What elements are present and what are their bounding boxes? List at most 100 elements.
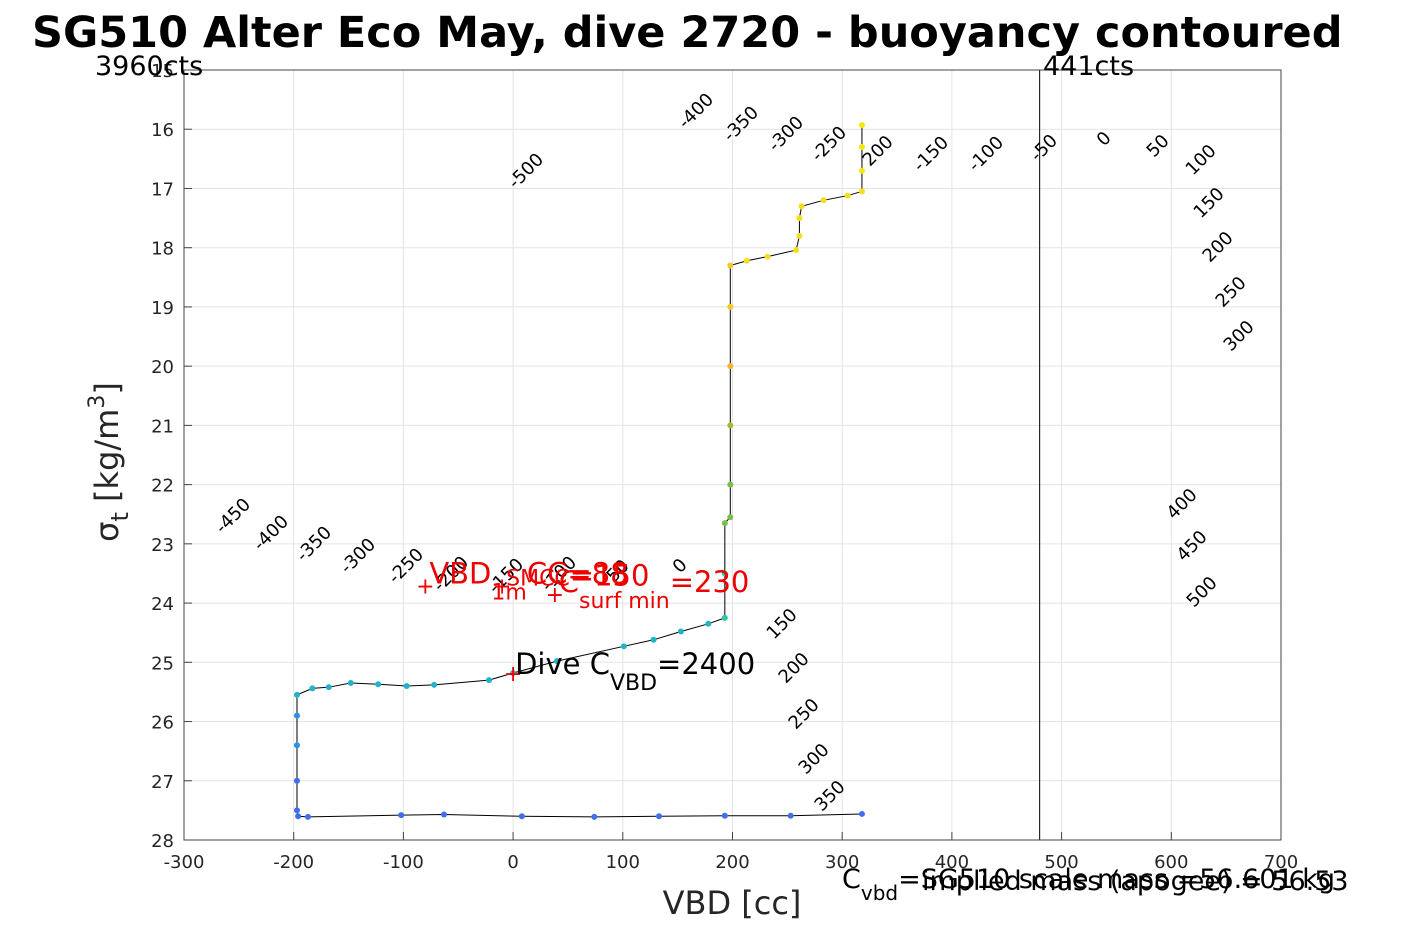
profile-point bbox=[325, 684, 332, 691]
profile-point bbox=[727, 363, 734, 370]
profile-point bbox=[510, 669, 517, 676]
x-tick-label: 700 bbox=[1264, 852, 1298, 873]
profile-point bbox=[787, 812, 794, 819]
y-tick-label: 22 bbox=[151, 476, 174, 497]
x-tick-label: 300 bbox=[825, 852, 859, 873]
profile-line bbox=[296, 125, 863, 818]
profile-point bbox=[375, 681, 382, 688]
profile-point bbox=[293, 777, 300, 784]
profile-point bbox=[844, 192, 851, 199]
profile-point bbox=[796, 232, 803, 239]
contour-label: -150 bbox=[909, 132, 953, 176]
contour-label: -450 bbox=[211, 494, 255, 538]
vbd-1m-text: VBD1mCC=88 bbox=[429, 556, 628, 605]
contour-label: -350 bbox=[719, 102, 763, 146]
profile-point bbox=[858, 810, 865, 817]
contour-labels: -500-400 -350 -300 -250 200 -150 -100 -50 0 50 100… bbox=[211, 89, 1258, 815]
contour-label: 200 bbox=[859, 132, 898, 171]
y-tick-label: 27 bbox=[151, 772, 174, 793]
contour-label: 400 bbox=[1163, 485, 1202, 524]
annotation-smcc: + SMCC=150 bbox=[493, 558, 650, 599]
profile-point bbox=[705, 620, 712, 627]
profile-point bbox=[858, 122, 865, 129]
annotation-c-surf-min: + Csurf min=230 bbox=[546, 565, 750, 614]
dive-cvbd-text: Dive CVBD=2400 bbox=[515, 647, 755, 696]
profile-point bbox=[727, 422, 734, 429]
contour-label: 250 bbox=[785, 695, 824, 734]
profile-point bbox=[764, 253, 771, 260]
x-axis-ticks: -300 -200 -100 0 100 200 300 400 500 600 700 bbox=[164, 832, 1298, 873]
x-tick-label: 0 bbox=[507, 852, 518, 873]
profile-point bbox=[295, 813, 302, 820]
x-axis-label: VBD [cc] bbox=[663, 884, 802, 922]
y-tick-label: 23 bbox=[151, 535, 174, 556]
contour-label: 450 bbox=[1173, 527, 1212, 566]
profile-point bbox=[440, 811, 447, 818]
profile-point bbox=[553, 658, 560, 665]
corner-label-right: 441cts bbox=[1043, 51, 1134, 82]
profile-point bbox=[304, 813, 311, 820]
profile-point bbox=[721, 570, 728, 577]
c-vbd-scale-mass: Cvbd=SG510 scale mass =56.601 kg bbox=[842, 864, 1335, 905]
profile-point bbox=[820, 197, 827, 204]
contour-label: 300 bbox=[795, 740, 834, 779]
contour-label: -100 bbox=[964, 132, 1008, 176]
y-tick-label: 25 bbox=[151, 653, 174, 674]
annotation-vbd-1m: + VBD1mCC=88 bbox=[416, 556, 628, 605]
y-axis-ticks: 15 16 17 18 19 20 21 22 23 24 25 26 27 28 bbox=[151, 61, 192, 852]
y-tick-label: 28 bbox=[151, 831, 174, 852]
y-tick-label: 19 bbox=[151, 298, 174, 319]
contour-label: 50 bbox=[1143, 131, 1174, 162]
x-tick-label: 200 bbox=[715, 852, 749, 873]
y-tick-label: 17 bbox=[151, 179, 174, 200]
profile-point bbox=[721, 812, 728, 819]
profile-point bbox=[796, 215, 803, 222]
contour-label: 500 bbox=[1183, 573, 1222, 612]
implied-mass: implied mass (apogee) = 56.53 bbox=[922, 866, 1349, 897]
y-axis-label-unit: [kg/m bbox=[88, 409, 126, 512]
y-tick-label: 16 bbox=[151, 120, 174, 141]
y-axis-label-sub: t bbox=[106, 512, 134, 521]
profile-point bbox=[293, 691, 300, 698]
profile-point bbox=[347, 680, 354, 687]
profile-point bbox=[721, 520, 728, 527]
y-axis-label-unit-sup: 3 bbox=[85, 395, 110, 409]
corner-label-left: 3960cts bbox=[95, 51, 203, 82]
contour-label: -400 bbox=[249, 511, 293, 555]
profile-point bbox=[656, 813, 663, 820]
profile-point bbox=[798, 203, 805, 210]
dive-cvbd-marker: + bbox=[504, 662, 522, 687]
profile-point bbox=[293, 712, 300, 719]
contour-label: 300 bbox=[1220, 317, 1259, 356]
contour-label: 150 bbox=[763, 605, 802, 644]
y-tick-label: 26 bbox=[151, 713, 174, 734]
annotation-dive-cvbd: + Dive CVBD=2400 bbox=[504, 647, 755, 696]
smcc-marker: + bbox=[493, 574, 511, 599]
contour-label: 350 bbox=[811, 777, 850, 816]
y-tick-label: 20 bbox=[151, 357, 174, 378]
contour-label: -300 bbox=[336, 534, 380, 578]
profile-point bbox=[858, 144, 865, 150]
profile-point bbox=[793, 247, 800, 254]
vbd-1m-marker: + bbox=[416, 574, 434, 599]
contour-label: 100 bbox=[1182, 141, 1221, 180]
smcc-text: SMCC=150 bbox=[506, 558, 649, 592]
chart-title: SG510 Alter Eco May, dive 2720 - buoyanc… bbox=[32, 8, 1343, 58]
y-tick-label: 18 bbox=[151, 239, 174, 260]
contour-label: 200 bbox=[1199, 228, 1238, 267]
profile-point bbox=[403, 683, 410, 689]
y-axis-label-unit-close: ] bbox=[88, 382, 126, 394]
gridlines bbox=[184, 70, 1281, 840]
x-tick-label: 600 bbox=[1154, 852, 1188, 873]
contour-label: -300 bbox=[764, 112, 808, 156]
y-axis-label: σt [kg/m3] bbox=[85, 382, 134, 542]
x-tick-label: 100 bbox=[606, 852, 640, 873]
contour-label: -500 bbox=[504, 149, 548, 193]
profile-point bbox=[677, 628, 684, 635]
profile-point bbox=[518, 813, 525, 820]
contour-label: -400 bbox=[674, 89, 718, 133]
contour-label: 0 bbox=[1093, 128, 1116, 151]
y-tick-label: 21 bbox=[151, 416, 174, 437]
profile-point bbox=[743, 257, 750, 264]
